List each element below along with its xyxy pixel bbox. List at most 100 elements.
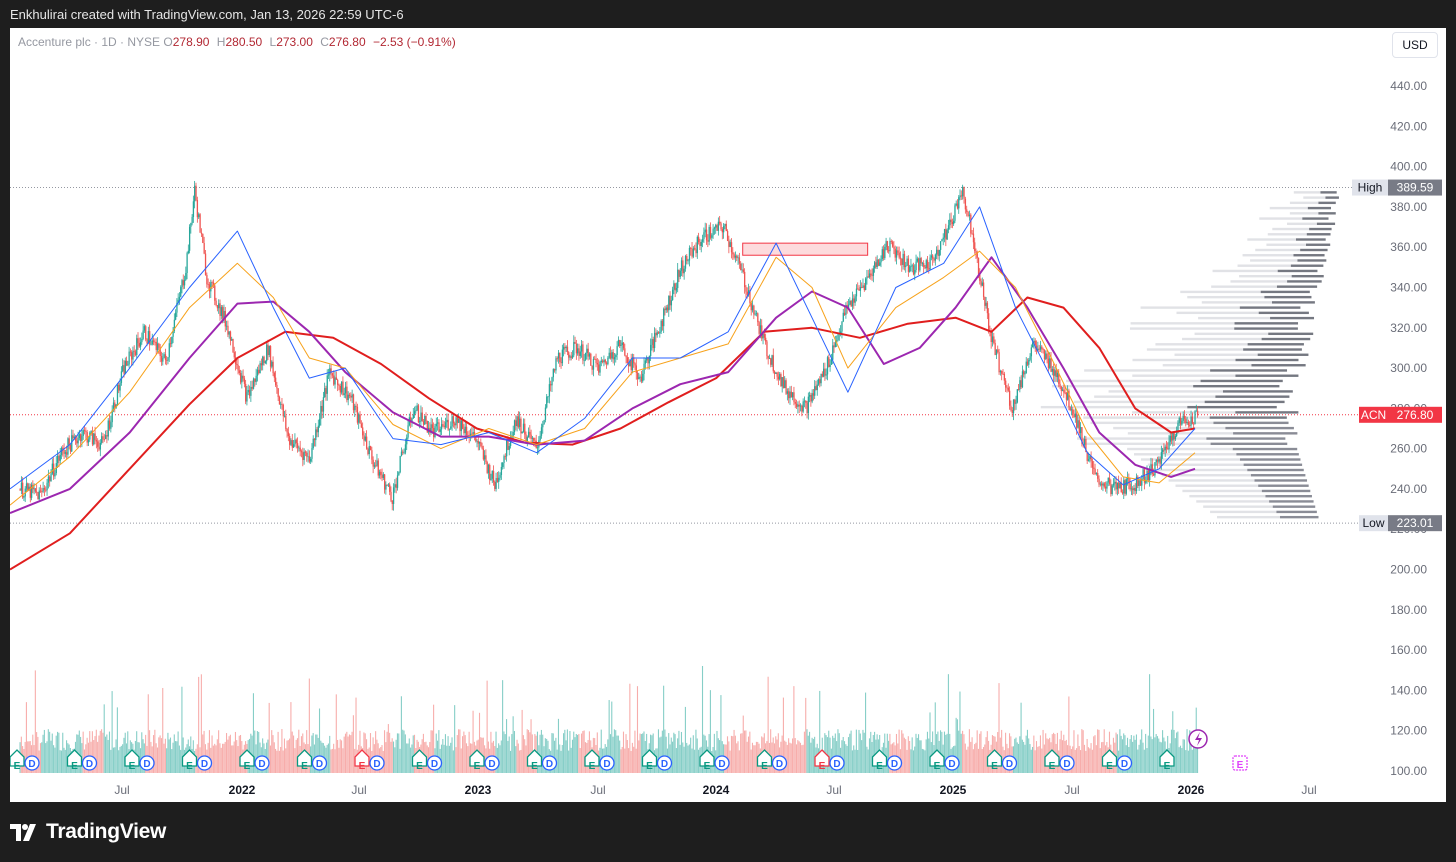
volume-bar [573, 731, 575, 773]
candle-body [19, 488, 21, 491]
candle-body [544, 407, 547, 420]
high-badge-label: High [1358, 181, 1383, 195]
volume-profile-bar [1260, 290, 1310, 294]
volume-bar [570, 747, 572, 773]
candle-body [64, 452, 67, 454]
candle-body [72, 435, 74, 438]
volume-bar [400, 696, 402, 773]
candle-body [266, 344, 268, 362]
earnings-marker: E [526, 749, 543, 772]
candle-body [837, 334, 839, 341]
high-badge-value-bg [1388, 179, 1442, 196]
volume-bar [1103, 729, 1105, 773]
dividend-marker-label: D [776, 759, 783, 770]
volume-bar [941, 731, 943, 773]
volume-profile-bar [1222, 390, 1293, 393]
candle-body [664, 308, 666, 311]
volume-bar [923, 749, 925, 773]
volume-bar [408, 738, 410, 773]
volume-bar [554, 740, 556, 773]
candle-body [700, 241, 702, 246]
chart-caption-bar: Enkhulirai created with TradingView.com,… [0, 0, 1456, 28]
volume-bar [744, 730, 746, 773]
x-tick-label: 2024 [703, 783, 730, 797]
volume-profile-bar [1250, 259, 1298, 262]
volume-bar [394, 747, 396, 773]
volume-bar [628, 748, 630, 773]
volume-bar [162, 687, 164, 773]
candle-body [951, 222, 954, 225]
candle-body [955, 203, 957, 206]
volume-bar [563, 733, 565, 773]
volume-bar [1081, 729, 1083, 773]
volume-profile-bar [1154, 468, 1248, 472]
candle-body [633, 357, 635, 364]
candle-body [530, 434, 532, 439]
volume-bar [280, 746, 282, 773]
volume-bar [945, 734, 947, 773]
candle-body [180, 287, 182, 297]
candle-body [607, 357, 609, 365]
candle-body [1067, 390, 1069, 400]
dividend-marker: D [426, 755, 443, 771]
volume-bar [312, 733, 314, 773]
x-tick-label: 2026 [1178, 783, 1205, 797]
candle-body [381, 474, 383, 478]
candle-body [355, 405, 357, 407]
candle-body [598, 364, 600, 373]
candle-body [1093, 467, 1095, 469]
candle-body [583, 359, 585, 361]
volume-bar [903, 737, 905, 773]
candle-body [801, 405, 803, 412]
candle-body [112, 402, 115, 411]
volume-bar [1186, 729, 1188, 773]
candle-body [723, 226, 725, 233]
candle-body [587, 348, 589, 357]
dividend-marker-shape [426, 755, 443, 771]
candle-body [655, 332, 657, 336]
currency-button[interactable]: USD [1392, 32, 1438, 58]
volume-bar [600, 729, 602, 773]
volume-bar [114, 747, 116, 773]
volume-profile-bar [1258, 311, 1309, 315]
candle-body [39, 490, 42, 492]
candle-body [1172, 433, 1174, 441]
candle-body [259, 363, 261, 374]
earnings-marker: E [699, 749, 715, 772]
candle-body [464, 426, 466, 434]
candle-body [1072, 409, 1074, 414]
candle-body [450, 426, 452, 429]
candle-body [411, 418, 413, 423]
candle-body [1186, 421, 1188, 423]
candle-body [751, 305, 754, 311]
candle-body [324, 388, 326, 398]
volume-profile-bar [1300, 248, 1328, 252]
volume-profile-bar [1204, 400, 1285, 404]
candle-body [46, 482, 48, 491]
candle-body [1014, 399, 1016, 404]
candle-body [513, 420, 516, 433]
candle-body [292, 444, 295, 448]
volume-bar [1082, 730, 1084, 773]
candle-body [1162, 449, 1164, 452]
candle-body [431, 424, 434, 428]
volume-bar [636, 686, 639, 773]
candle-body [347, 394, 349, 401]
candle-body [993, 336, 995, 343]
candle-body [512, 432, 514, 436]
candle-body [912, 265, 915, 275]
candle-body [364, 436, 366, 441]
candle-body [131, 352, 133, 360]
volume-bar [239, 734, 242, 773]
volume-bar [984, 744, 986, 773]
volume-bar [1089, 748, 1091, 773]
candle-body [338, 384, 340, 386]
candle-body [1025, 361, 1027, 374]
candle-body [557, 352, 560, 359]
candle-body [23, 496, 25, 498]
volume-bar [86, 737, 88, 773]
candle-body [682, 260, 684, 274]
candle-body [1106, 482, 1108, 489]
